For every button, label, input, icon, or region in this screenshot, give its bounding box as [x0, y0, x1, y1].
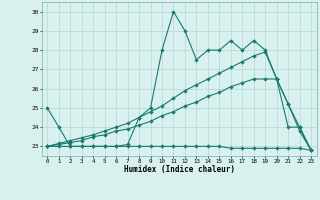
X-axis label: Humidex (Indice chaleur): Humidex (Indice chaleur)	[124, 165, 235, 174]
